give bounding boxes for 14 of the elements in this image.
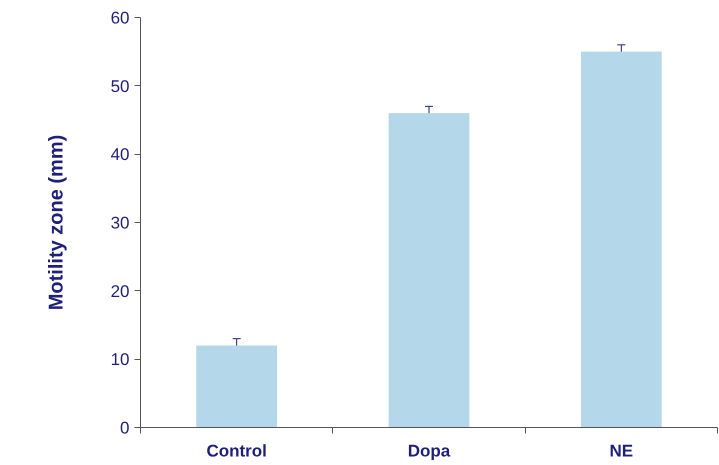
y-tick-label: 40 bbox=[110, 145, 130, 164]
y-tick-label: 50 bbox=[110, 76, 130, 96]
y-tick-label: 30 bbox=[110, 214, 130, 232]
bar bbox=[580, 52, 662, 428]
y-tick-label: 10 bbox=[110, 350, 130, 370]
bar bbox=[196, 346, 278, 428]
x-tick-label: Control bbox=[206, 442, 267, 460]
x-tick-label: Dopa bbox=[408, 442, 451, 460]
y-tick-label: 60 bbox=[110, 8, 130, 28]
y-axis-title: Motility zone (mm) bbox=[46, 134, 68, 310]
y-tick-label: 0 bbox=[120, 418, 130, 438]
x-tick-label: NE bbox=[610, 442, 634, 460]
y-tick-label: 20 bbox=[110, 282, 130, 301]
bar bbox=[388, 113, 470, 428]
